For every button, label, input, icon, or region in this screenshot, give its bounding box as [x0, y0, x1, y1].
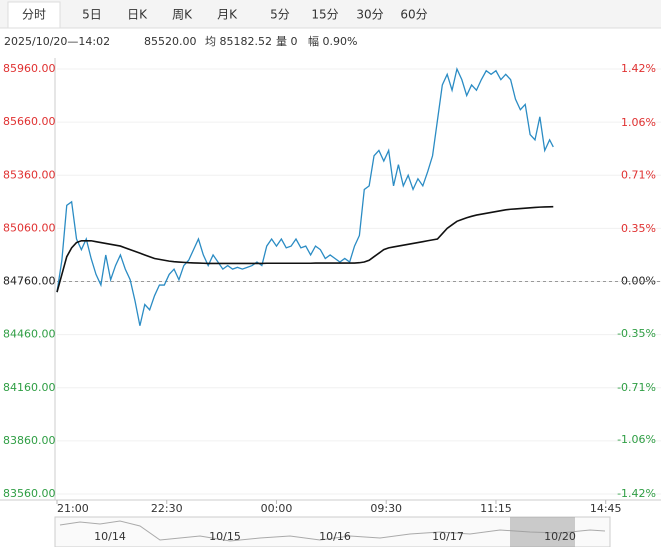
info-change: 幅 0.90% — [308, 35, 357, 48]
tabs: 分时 5日 日K 周K 月K 5分 15分 30分 60分 — [22, 8, 428, 22]
tab[interactable]: 5日 — [82, 8, 102, 22]
navigator-date: 10/20 — [544, 530, 576, 543]
x-tick-label: 21:00 — [57, 502, 89, 515]
navigator-date: 10/16 — [319, 530, 351, 543]
y-tick-label: 84760.00 — [3, 275, 56, 288]
tab[interactable]: 月K — [217, 8, 238, 22]
navigator-selection[interactable] — [510, 517, 575, 547]
info-line: 2025/10/20—14:02 85520.00 均 85182.52 量 0… — [4, 35, 357, 48]
y-tick-label: 85360.00 — [3, 168, 56, 181]
y2-tick-label: 1.06% — [621, 116, 656, 129]
x-tick-label: 09:30 — [370, 502, 402, 515]
x-tick-label: 14:45 — [590, 502, 622, 515]
tab[interactable]: 日K — [127, 8, 148, 22]
y-tick-label: 84460.00 — [3, 328, 56, 341]
tab[interactable]: 30分 — [356, 8, 383, 22]
active-tab-bg — [7, 1, 61, 29]
tab[interactable]: 周K — [172, 8, 193, 22]
x-tick-label: 11:15 — [480, 502, 512, 515]
navigator-date: 10/17 — [432, 530, 464, 543]
y2-tick-label: 1.42% — [621, 62, 656, 75]
y2-tick-label: 0.35% — [621, 222, 656, 235]
y-tick-label: 85060.00 — [3, 221, 56, 234]
info-time: 2025/10/20—14:02 — [4, 35, 110, 48]
y-tick-label: 84160.00 — [3, 381, 56, 394]
y2-tick-label: 0.00% — [621, 275, 656, 288]
navigator: 10/14 10/15 10/16 10/17 10/20 — [54, 516, 611, 547]
tab[interactable]: 60分 — [400, 8, 427, 22]
tab[interactable]: 分时 — [22, 8, 46, 22]
series-line — [56, 205, 554, 293]
info-volume: 量 0 — [276, 35, 298, 48]
y2-tick-label: 0.71% — [621, 168, 656, 181]
tab[interactable]: 15分 — [311, 8, 338, 22]
y2-tick-label: -0.35% — [617, 327, 656, 340]
y-tick-label: 85660.00 — [3, 115, 56, 128]
y-tick-label: 85960.00 — [3, 62, 56, 75]
series-line — [56, 66, 554, 326]
navigator-date: 10/15 — [209, 530, 241, 543]
x-tick-label: 00:00 — [261, 502, 293, 515]
info-avg: 均 85182.52 — [205, 35, 272, 48]
y-tick-label: 83560.00 — [3, 487, 56, 500]
navigator-date: 10/14 — [94, 530, 126, 543]
tab[interactable]: 5分 — [270, 8, 290, 22]
y2-tick-label: -1.06% — [617, 433, 656, 446]
x-tick-label: 22:30 — [151, 502, 183, 515]
y2-tick-label: -1.42% — [617, 487, 656, 500]
y-tick-label: 83860.00 — [3, 434, 56, 447]
info-price: 85520.00 — [144, 35, 197, 48]
tab-bar — [0, 0, 661, 28]
y2-tick-label: -0.71% — [617, 381, 656, 394]
